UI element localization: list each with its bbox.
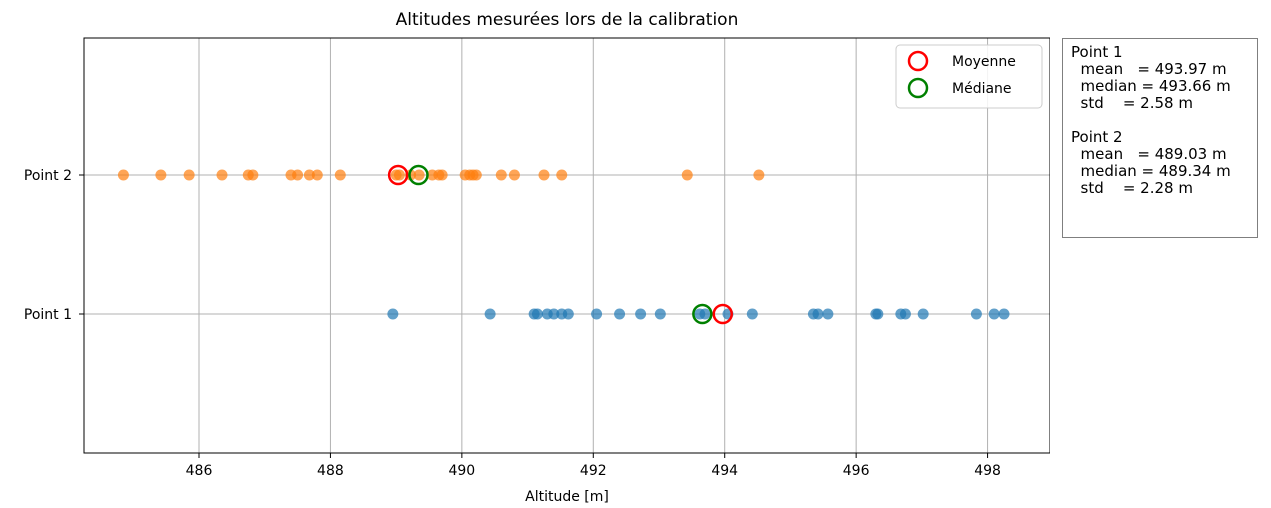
data-point: [508, 169, 520, 181]
data-point: [216, 169, 228, 181]
x-tick-label: 486: [186, 463, 213, 479]
stats-point-2-median: median = 489.34 m: [1071, 162, 1231, 180]
x-tick-label: 488: [317, 463, 344, 479]
data-point: [635, 308, 647, 320]
y-tick-label: Point 1: [24, 307, 72, 323]
legend-frame: [895, 44, 1043, 109]
data-point: [591, 308, 603, 320]
data-point: [311, 169, 323, 181]
data-point: [872, 308, 884, 320]
legend-label-mediane: Médiane: [952, 81, 1012, 97]
mean-marker: [712, 303, 733, 325]
series-point-2: [117, 169, 765, 181]
stats-point-1-median: median = 493.66 m: [1071, 77, 1231, 95]
stats-point-2-mean: mean = 489.03 m: [1071, 145, 1227, 163]
y-tick-label: Point 2: [24, 168, 72, 184]
x-tick-label: 490: [448, 463, 475, 479]
stats-point-1-std: std = 2.58 m: [1071, 94, 1193, 112]
data-point: [387, 308, 399, 320]
data-point: [899, 308, 911, 320]
data-point: [538, 169, 550, 181]
data-point: [681, 169, 693, 181]
x-tick-label: 498: [974, 463, 1001, 479]
data-point: [562, 308, 574, 320]
stats-point-2-title: Point 2: [1071, 128, 1123, 146]
data-point: [436, 169, 448, 181]
stats-box: Point 1 mean = 493.97 m median = 493.66 …: [1062, 38, 1258, 238]
median-marker: [408, 164, 429, 186]
plot-area: [84, 38, 1050, 453]
x-tick-label: 496: [843, 463, 870, 479]
data-point: [699, 308, 711, 320]
stats-point-1: Point 1 mean = 493.97 m median = 493.66 …: [1071, 44, 1257, 112]
x-tick-label: 492: [580, 463, 607, 479]
data-point: [654, 308, 666, 320]
stats-point-1-mean: mean = 493.97 m: [1071, 60, 1227, 78]
data-point: [917, 308, 929, 320]
data-point: [988, 308, 1000, 320]
data-point: [247, 169, 259, 181]
series-point-1: [387, 308, 1010, 320]
legend-marker-mediane: [907, 77, 929, 99]
axes-frame: [83, 37, 1050, 454]
data-point: [155, 169, 167, 181]
data-point: [998, 308, 1010, 320]
median-marker: [692, 303, 713, 325]
data-point: [183, 169, 195, 181]
legend-marker-moyenne: [907, 50, 929, 72]
data-point: [614, 308, 626, 320]
legend: Moyenne Médiane: [895, 44, 1043, 109]
data-point: [556, 169, 568, 181]
data-point: [970, 308, 982, 320]
data-point: [470, 169, 482, 181]
chart-title: Altitudes mesurées lors de la calibratio…: [396, 10, 739, 30]
data-point: [753, 169, 765, 181]
altitude-chart: 486 488 490 492 494 496 498 Point 1 Point 2 Altit…: [24, 10, 1050, 505]
mean-marker: [387, 164, 409, 186]
stats-spacer: [1071, 112, 1257, 129]
stats-point-1-title: Point 1: [1071, 43, 1123, 61]
x-tick-label: 494: [711, 463, 738, 479]
data-point: [413, 169, 425, 181]
data-point: [303, 169, 315, 181]
data-point: [812, 308, 824, 320]
legend-label-moyenne: Moyenne: [952, 54, 1016, 70]
data-point: [822, 308, 834, 320]
stats-point-2-std: std = 2.28 m: [1071, 179, 1193, 197]
data-point: [334, 169, 346, 181]
data-point: [484, 308, 496, 320]
data-point: [495, 169, 507, 181]
x-axis-label: Altitude [m]: [525, 489, 609, 505]
data-point: [117, 169, 129, 181]
data-point: [393, 169, 405, 181]
data-point: [292, 169, 304, 181]
data-point: [548, 308, 560, 320]
stats-point-2: Point 2 mean = 489.03 m median = 489.34 …: [1071, 129, 1257, 197]
data-point: [531, 308, 543, 320]
data-point: [746, 308, 758, 320]
